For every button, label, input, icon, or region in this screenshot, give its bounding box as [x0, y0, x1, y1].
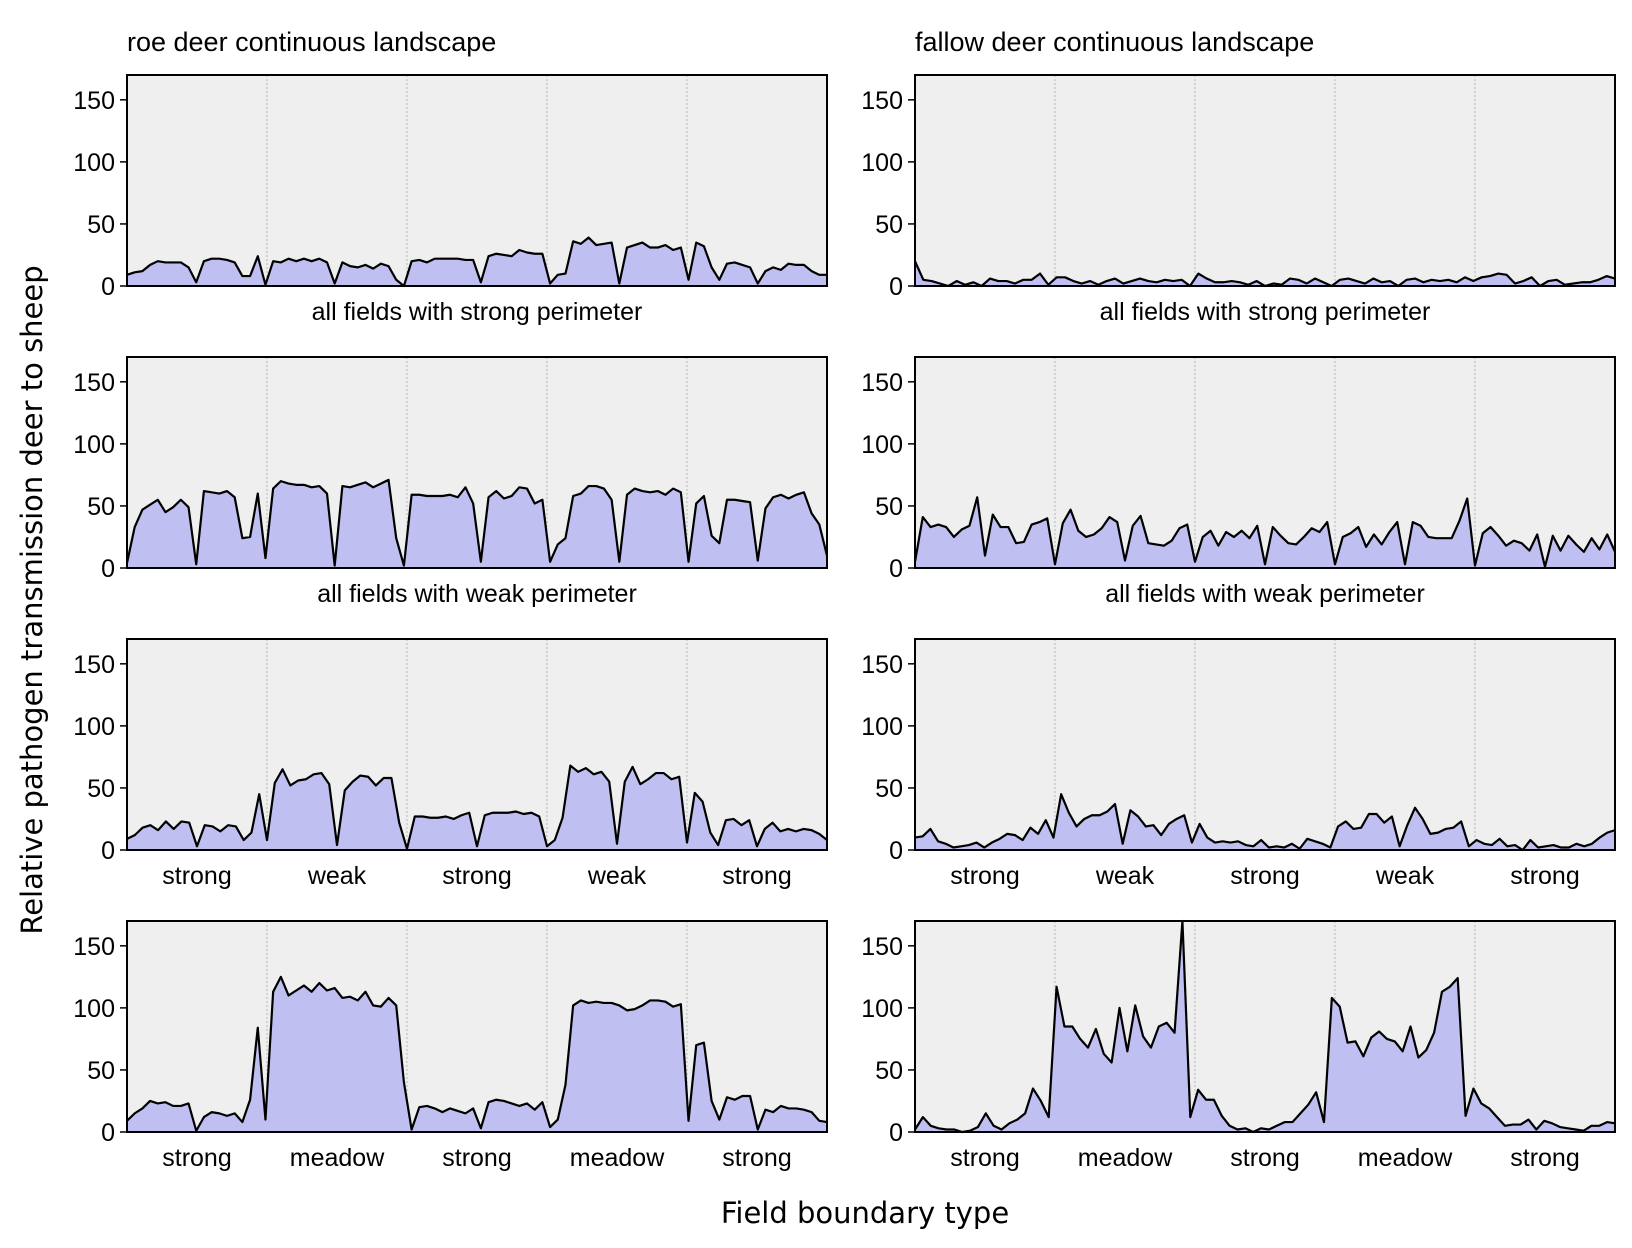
- series-line: [125, 478, 829, 567]
- y-tick-label: 50: [87, 493, 115, 521]
- category-label: meadow: [290, 1144, 385, 1172]
- panel-2: 0 50 100 150 all fields with weak perimeter: [73, 356, 829, 608]
- y-tick-label: 0: [101, 555, 115, 583]
- panel-caption: all fields with weak perimeter: [317, 580, 637, 608]
- column-title: fallow deer continuous landscape: [915, 27, 1314, 57]
- series-area: [127, 237, 827, 286]
- panel-4: 0 50 100 150 strong weak strong weak strong: [73, 638, 828, 890]
- y-tick-label: 0: [889, 837, 903, 865]
- panel-background: [915, 639, 1615, 850]
- panel-1: 0 50 100 150 fallow deer continuous landscap…: [861, 27, 1616, 326]
- category-label: meadow: [570, 1144, 665, 1172]
- category-label: weak: [1375, 862, 1435, 890]
- y-tick-label: 100: [861, 149, 903, 177]
- y-tick-label: 50: [87, 211, 115, 239]
- series-area: [127, 976, 827, 1132]
- panel-background: [127, 75, 827, 286]
- panel-background: [127, 921, 827, 1132]
- y-tick-label: 0: [101, 1119, 115, 1147]
- series-line: [126, 975, 828, 1132]
- category-label: strong: [1230, 1144, 1299, 1172]
- panel-background: [915, 75, 1615, 286]
- y-tick-label: 50: [87, 775, 115, 803]
- series-area: [127, 765, 827, 850]
- series-line: [913, 496, 1617, 568]
- panel-frame: [126, 74, 828, 287]
- y-tick-label: 150: [861, 651, 903, 679]
- category-label: weak: [307, 862, 367, 890]
- category-label: strong: [722, 862, 791, 890]
- series-line: [914, 793, 1616, 852]
- y-tick-label: 150: [861, 87, 903, 115]
- panel-background: [915, 921, 1615, 1132]
- y-tick-label: 100: [73, 713, 115, 741]
- x-axis-title: Field boundary type: [721, 1196, 1009, 1230]
- panel-frame: [126, 920, 828, 1133]
- category-label: weak: [1095, 862, 1155, 890]
- category-label: strong: [442, 862, 511, 890]
- panel-frame: [914, 356, 1616, 569]
- category-label: weak: [587, 862, 647, 890]
- category-label: strong: [162, 862, 231, 890]
- y-tick-label: 150: [861, 369, 903, 397]
- category-label: strong: [950, 862, 1019, 890]
- panel-7: 0 50 100 150 strong meadow strong meadow strong: [861, 919, 1616, 1172]
- y-tick-label: 50: [87, 1057, 115, 1085]
- panel-background: [915, 357, 1615, 568]
- series-area: [915, 794, 1615, 850]
- y-tick-label: 0: [101, 273, 115, 301]
- panel-3: 0 50 100 150 all fields with weak perimeter: [861, 356, 1617, 608]
- panel-5: 0 50 100 150 strong weak strong weak strong: [861, 638, 1616, 890]
- panel-frame: [914, 638, 1616, 851]
- column-title: roe deer continuous landscape: [127, 27, 496, 57]
- y-tick-label: 150: [73, 651, 115, 679]
- y-tick-label: 0: [889, 273, 903, 301]
- panel-6: 0 50 100 150 strong meadow strong meadow strong: [73, 920, 828, 1172]
- y-tick-label: 0: [889, 1119, 903, 1147]
- category-label: strong: [1510, 1144, 1579, 1172]
- panel-frame: [126, 356, 828, 569]
- y-tick-label: 100: [861, 713, 903, 741]
- y-tick-label: 0: [889, 555, 903, 583]
- category-label: strong: [722, 1144, 791, 1172]
- panel-caption: all fields with strong perimeter: [1100, 298, 1431, 326]
- series-area: [915, 497, 1615, 568]
- y-tick-label: 0: [101, 837, 115, 865]
- y-tick-label: 150: [73, 369, 115, 397]
- y-tick-label: 150: [861, 933, 903, 961]
- category-label: strong: [442, 1144, 511, 1172]
- y-tick-label: 100: [861, 431, 903, 459]
- panel-frame: [914, 74, 1616, 287]
- category-label: strong: [950, 1144, 1019, 1172]
- category-label: meadow: [1078, 1144, 1173, 1172]
- series-area: [127, 479, 827, 568]
- y-tick-label: 50: [875, 1057, 903, 1085]
- panel-caption: all fields with weak perimeter: [1105, 580, 1425, 608]
- series-line: [914, 919, 1616, 1134]
- series-line: [126, 764, 828, 850]
- y-tick-label: 150: [73, 933, 115, 961]
- y-tick-label: 150: [73, 87, 115, 115]
- category-label: strong: [1230, 862, 1299, 890]
- y-axis-title: Relative pathogen transmission deer to s…: [15, 265, 49, 934]
- panel-caption: all fields with strong perimeter: [312, 298, 643, 326]
- category-label: meadow: [1358, 1144, 1453, 1172]
- series-line: [126, 236, 827, 288]
- y-tick-label: 100: [861, 995, 903, 1023]
- panel-frame: [126, 638, 828, 851]
- panel-frame: [914, 920, 1616, 1133]
- y-tick-label: 50: [875, 211, 903, 239]
- y-tick-label: 100: [73, 149, 115, 177]
- category-label: strong: [162, 1144, 231, 1172]
- series-area: [915, 921, 1615, 1132]
- panels-layer: 0 50 100 150 roe deer continuous landscape al…: [73, 27, 1617, 1172]
- category-label: strong: [1510, 862, 1579, 890]
- panel-background: [127, 639, 827, 850]
- y-tick-label: 100: [73, 995, 115, 1023]
- panel-0: 0 50 100 150 roe deer continuous landscape al…: [73, 27, 828, 326]
- y-tick-label: 50: [875, 775, 903, 803]
- y-tick-label: 50: [875, 493, 903, 521]
- y-tick-label: 100: [73, 431, 115, 459]
